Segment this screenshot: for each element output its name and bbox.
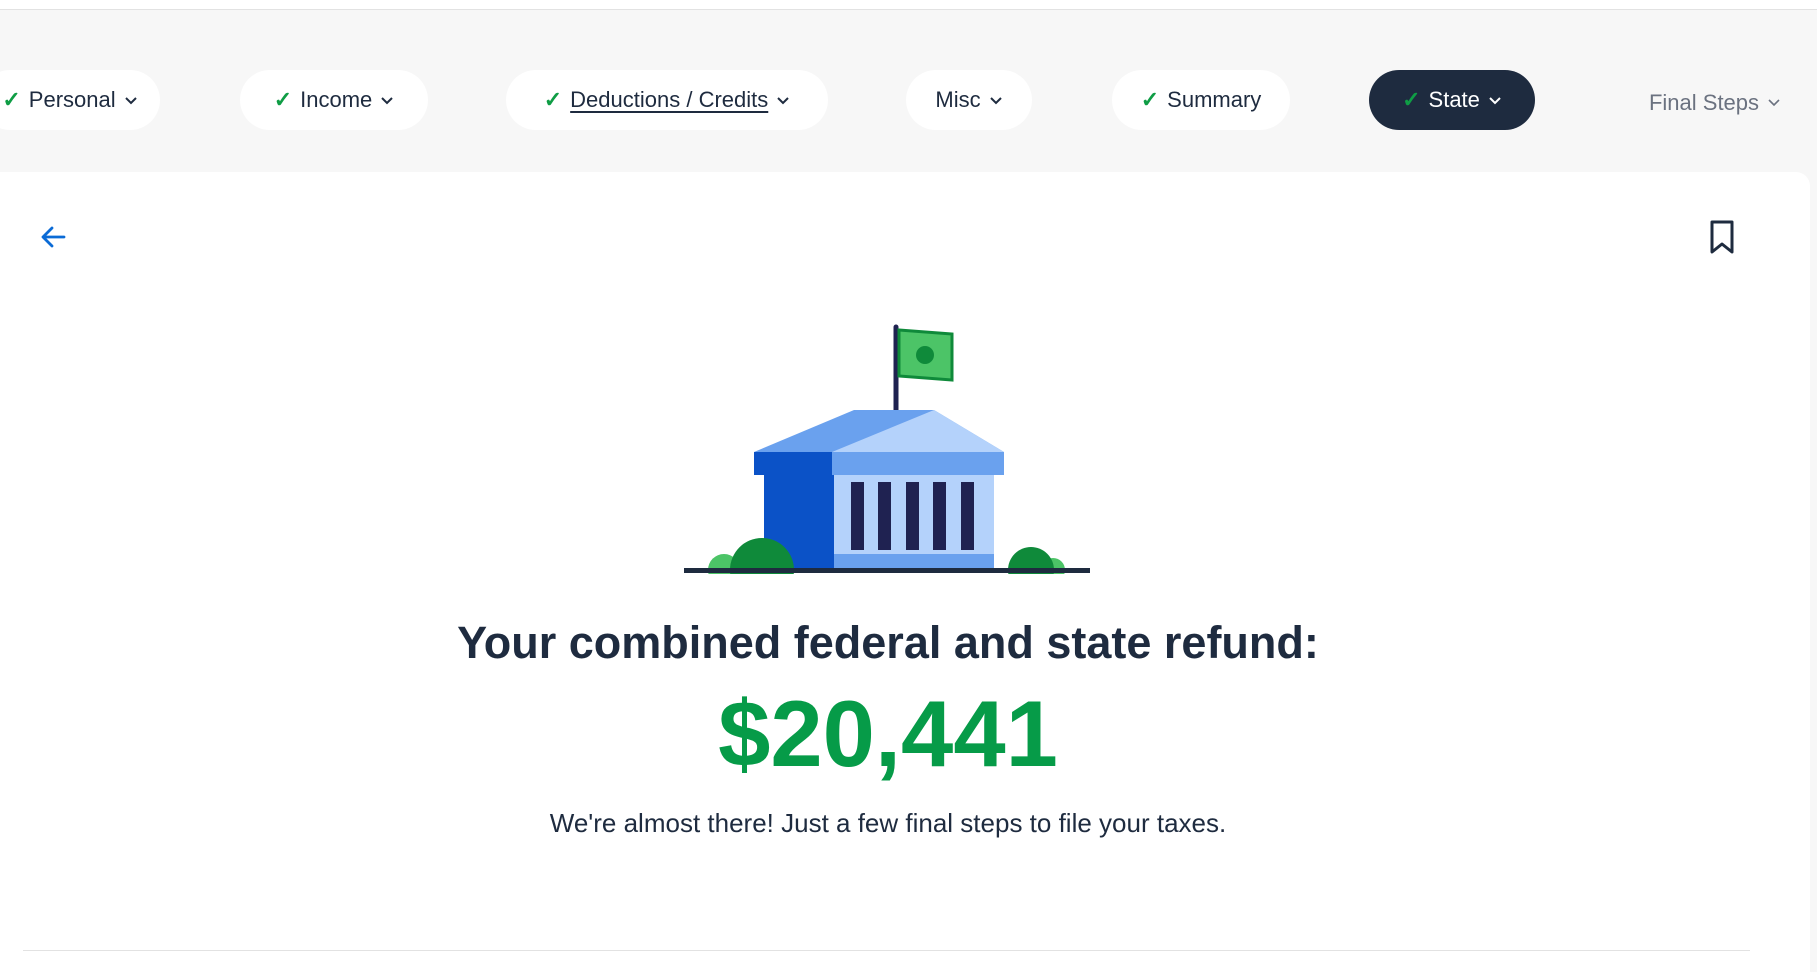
refund-amount: $20,441 — [718, 681, 1058, 786]
chevron-down-icon — [989, 97, 1002, 105]
chevron-down-icon — [1768, 99, 1780, 107]
step-personal[interactable]: ✓ Personal — [0, 70, 160, 130]
arrow-left-icon[interactable] — [36, 220, 70, 254]
check-icon: ✓ — [543, 87, 563, 112]
step-final-steps[interactable]: Final Steps — [1630, 73, 1800, 133]
step-label: State — [1428, 87, 1480, 112]
divider — [23, 950, 1750, 951]
check-icon: ✓ — [1140, 87, 1160, 112]
progress-message: We're almost there! Just a few final ste… — [549, 808, 1227, 838]
chevron-down-icon — [124, 97, 137, 105]
step-deductions-credits[interactable]: ✓ Deductions / Credits — [506, 70, 828, 130]
chevron-down-icon — [777, 97, 789, 105]
step-summary[interactable]: ✓ Summary — [1112, 70, 1290, 130]
step-label: Income — [300, 87, 373, 112]
bookmark-icon[interactable] — [1706, 219, 1738, 255]
step-label: Deductions / Credits — [570, 87, 769, 112]
top-border — [0, 0, 1817, 10]
check-icon: ✓ — [1402, 87, 1421, 112]
step-income[interactable]: ✓ Income — [240, 70, 428, 130]
refund-heading: Your combined federal and state refund: — [457, 617, 1319, 668]
government-building-illustration — [684, 324, 1090, 574]
chevron-down-icon — [381, 97, 394, 105]
chevron-down-icon — [1489, 97, 1501, 105]
check-icon: ✓ — [273, 87, 293, 112]
step-label: Personal — [28, 87, 116, 112]
step-state[interactable]: ✓ State — [1369, 70, 1535, 130]
step-label: Misc — [935, 87, 981, 112]
step-label: Summary — [1167, 87, 1262, 112]
check-icon: ✓ — [2, 87, 21, 112]
step-misc[interactable]: Misc — [906, 70, 1032, 130]
step-label: Final Steps — [1648, 90, 1760, 115]
